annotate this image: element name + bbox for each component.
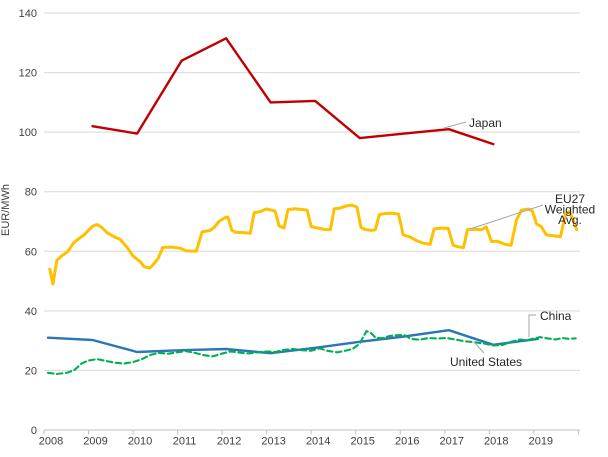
- annotation-united-states: United States: [450, 355, 522, 369]
- y-tick-label-60: 60: [25, 246, 37, 258]
- annotation-eu27-line-1: EU27: [555, 192, 585, 206]
- annotation-leader-japan: [443, 121, 467, 129]
- y-tick-label-80: 80: [25, 187, 37, 199]
- gridlines-layer: [44, 12, 580, 371]
- series-united-states-line: [46, 330, 577, 376]
- y-tick-label-20: 20: [25, 365, 37, 377]
- x-tick-label-2015: 2015: [350, 436, 374, 448]
- y-tick-label-100: 100: [19, 127, 37, 139]
- annotation-leader-united-states: [473, 341, 485, 354]
- x-tick-label-2009: 2009: [83, 436, 107, 448]
- x-tick-label-2018: 2018: [484, 436, 508, 448]
- x-tick-label-2016: 2016: [395, 436, 419, 448]
- x-tick-label-2008: 2008: [39, 436, 63, 448]
- y-tick-label-120: 120: [19, 68, 37, 80]
- annotation-leader-china: [528, 314, 536, 337]
- annotation-eu27-line-3: Avg.: [558, 213, 582, 227]
- series-eu27-line: [48, 203, 579, 286]
- series-layer: [46, 37, 579, 376]
- y-tick-label-0: 0: [31, 425, 37, 437]
- axes-layer: 0 20 40 60 80 100 120 140 2008 2009 2010 2011 2012 20…: [19, 8, 580, 448]
- x-tick-label-2019: 2019: [529, 436, 553, 448]
- x-tick-label-2012: 2012: [217, 436, 241, 448]
- y-tick-label-40: 40: [25, 306, 37, 318]
- annotation-eu27-line-2: Weighted: [545, 203, 595, 217]
- x-tick-label-2010: 2010: [128, 436, 152, 448]
- series-china-line: [46, 329, 539, 355]
- x-tick-label-2013: 2013: [261, 436, 285, 448]
- annotation-japan: Japan: [469, 116, 502, 130]
- annotation-china: China: [540, 309, 572, 323]
- x-tick-label-2014: 2014: [306, 436, 330, 448]
- series-japan-line: [91, 37, 495, 146]
- annotation-leader-eu27: [469, 204, 544, 230]
- x-tick-label-2017: 2017: [440, 436, 464, 448]
- x-tick-label-2011: 2011: [173, 436, 197, 448]
- y-axis-title: EUR/MWh: [0, 184, 12, 236]
- y-tick-label-140: 140: [19, 8, 37, 20]
